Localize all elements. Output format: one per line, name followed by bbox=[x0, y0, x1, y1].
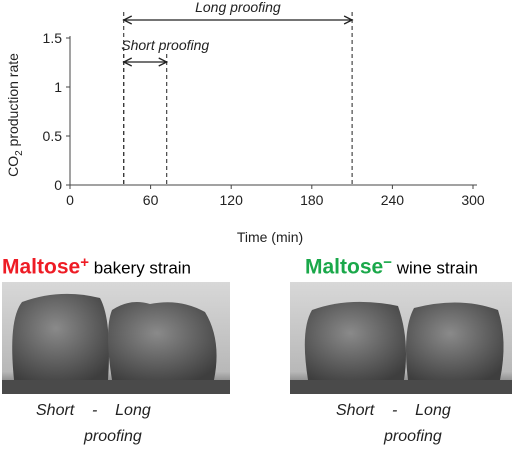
photo-wine bbox=[290, 282, 512, 394]
y-tick-label: 1 bbox=[54, 79, 62, 95]
caption-line: proofing bbox=[84, 428, 142, 446]
annotation-label: Long proofing bbox=[195, 0, 281, 15]
x-tick-label: 120 bbox=[220, 192, 244, 208]
arrow-head bbox=[122, 15, 354, 25]
chart: CO2 production rate Time (min) 0 0.5 1 1.5 0… bbox=[5, 0, 485, 245]
strain-label: wine strain bbox=[396, 258, 478, 278]
caption-word: Long bbox=[415, 402, 451, 419]
strain-sign: − bbox=[383, 254, 392, 271]
x-tick-label: 300 bbox=[461, 192, 485, 208]
strain-name: Maltose bbox=[305, 255, 384, 279]
caption-line: Short - Long bbox=[36, 402, 151, 420]
caption-word: - bbox=[92, 402, 98, 419]
photos bbox=[2, 282, 512, 394]
y-label-part: production rate bbox=[5, 53, 21, 150]
y-tick-label: 1.5 bbox=[43, 30, 63, 46]
strain-sign: + bbox=[80, 254, 89, 271]
caption-word: - bbox=[392, 402, 398, 419]
annotation-label: Short proofing bbox=[121, 37, 209, 53]
y-axis-label: CO2 production rate bbox=[5, 53, 25, 177]
x-tick-label: 0 bbox=[66, 192, 74, 208]
strain-label: bakery strain bbox=[93, 258, 192, 278]
caption-word: Long bbox=[115, 402, 151, 419]
panel-header: Maltose− wine strain bbox=[305, 254, 478, 280]
caption-word: Short bbox=[36, 402, 75, 419]
x-axis-label: Time (min) bbox=[237, 229, 303, 245]
y-tick-label: 0.5 bbox=[43, 128, 63, 144]
caption-word: proofing bbox=[384, 428, 442, 445]
photo-bakery bbox=[2, 282, 230, 394]
panel-header: Maltose+ bakery strain bbox=[2, 254, 191, 280]
caption-line: proofing bbox=[384, 428, 442, 446]
caption-word: proofing bbox=[84, 428, 142, 445]
x-tick-label: 180 bbox=[300, 192, 324, 208]
x-tick-label: 240 bbox=[381, 192, 405, 208]
caption-line: Short - Long bbox=[336, 402, 451, 420]
strain-name: Maltose bbox=[2, 255, 81, 279]
arrow-head bbox=[122, 57, 169, 67]
y-label-subscript: 2 bbox=[14, 150, 25, 156]
y-tick-label: 0 bbox=[54, 177, 62, 193]
caption-word: Short bbox=[336, 402, 375, 419]
x-tick-label: 60 bbox=[143, 192, 159, 208]
y-label-part: CO bbox=[5, 156, 21, 177]
